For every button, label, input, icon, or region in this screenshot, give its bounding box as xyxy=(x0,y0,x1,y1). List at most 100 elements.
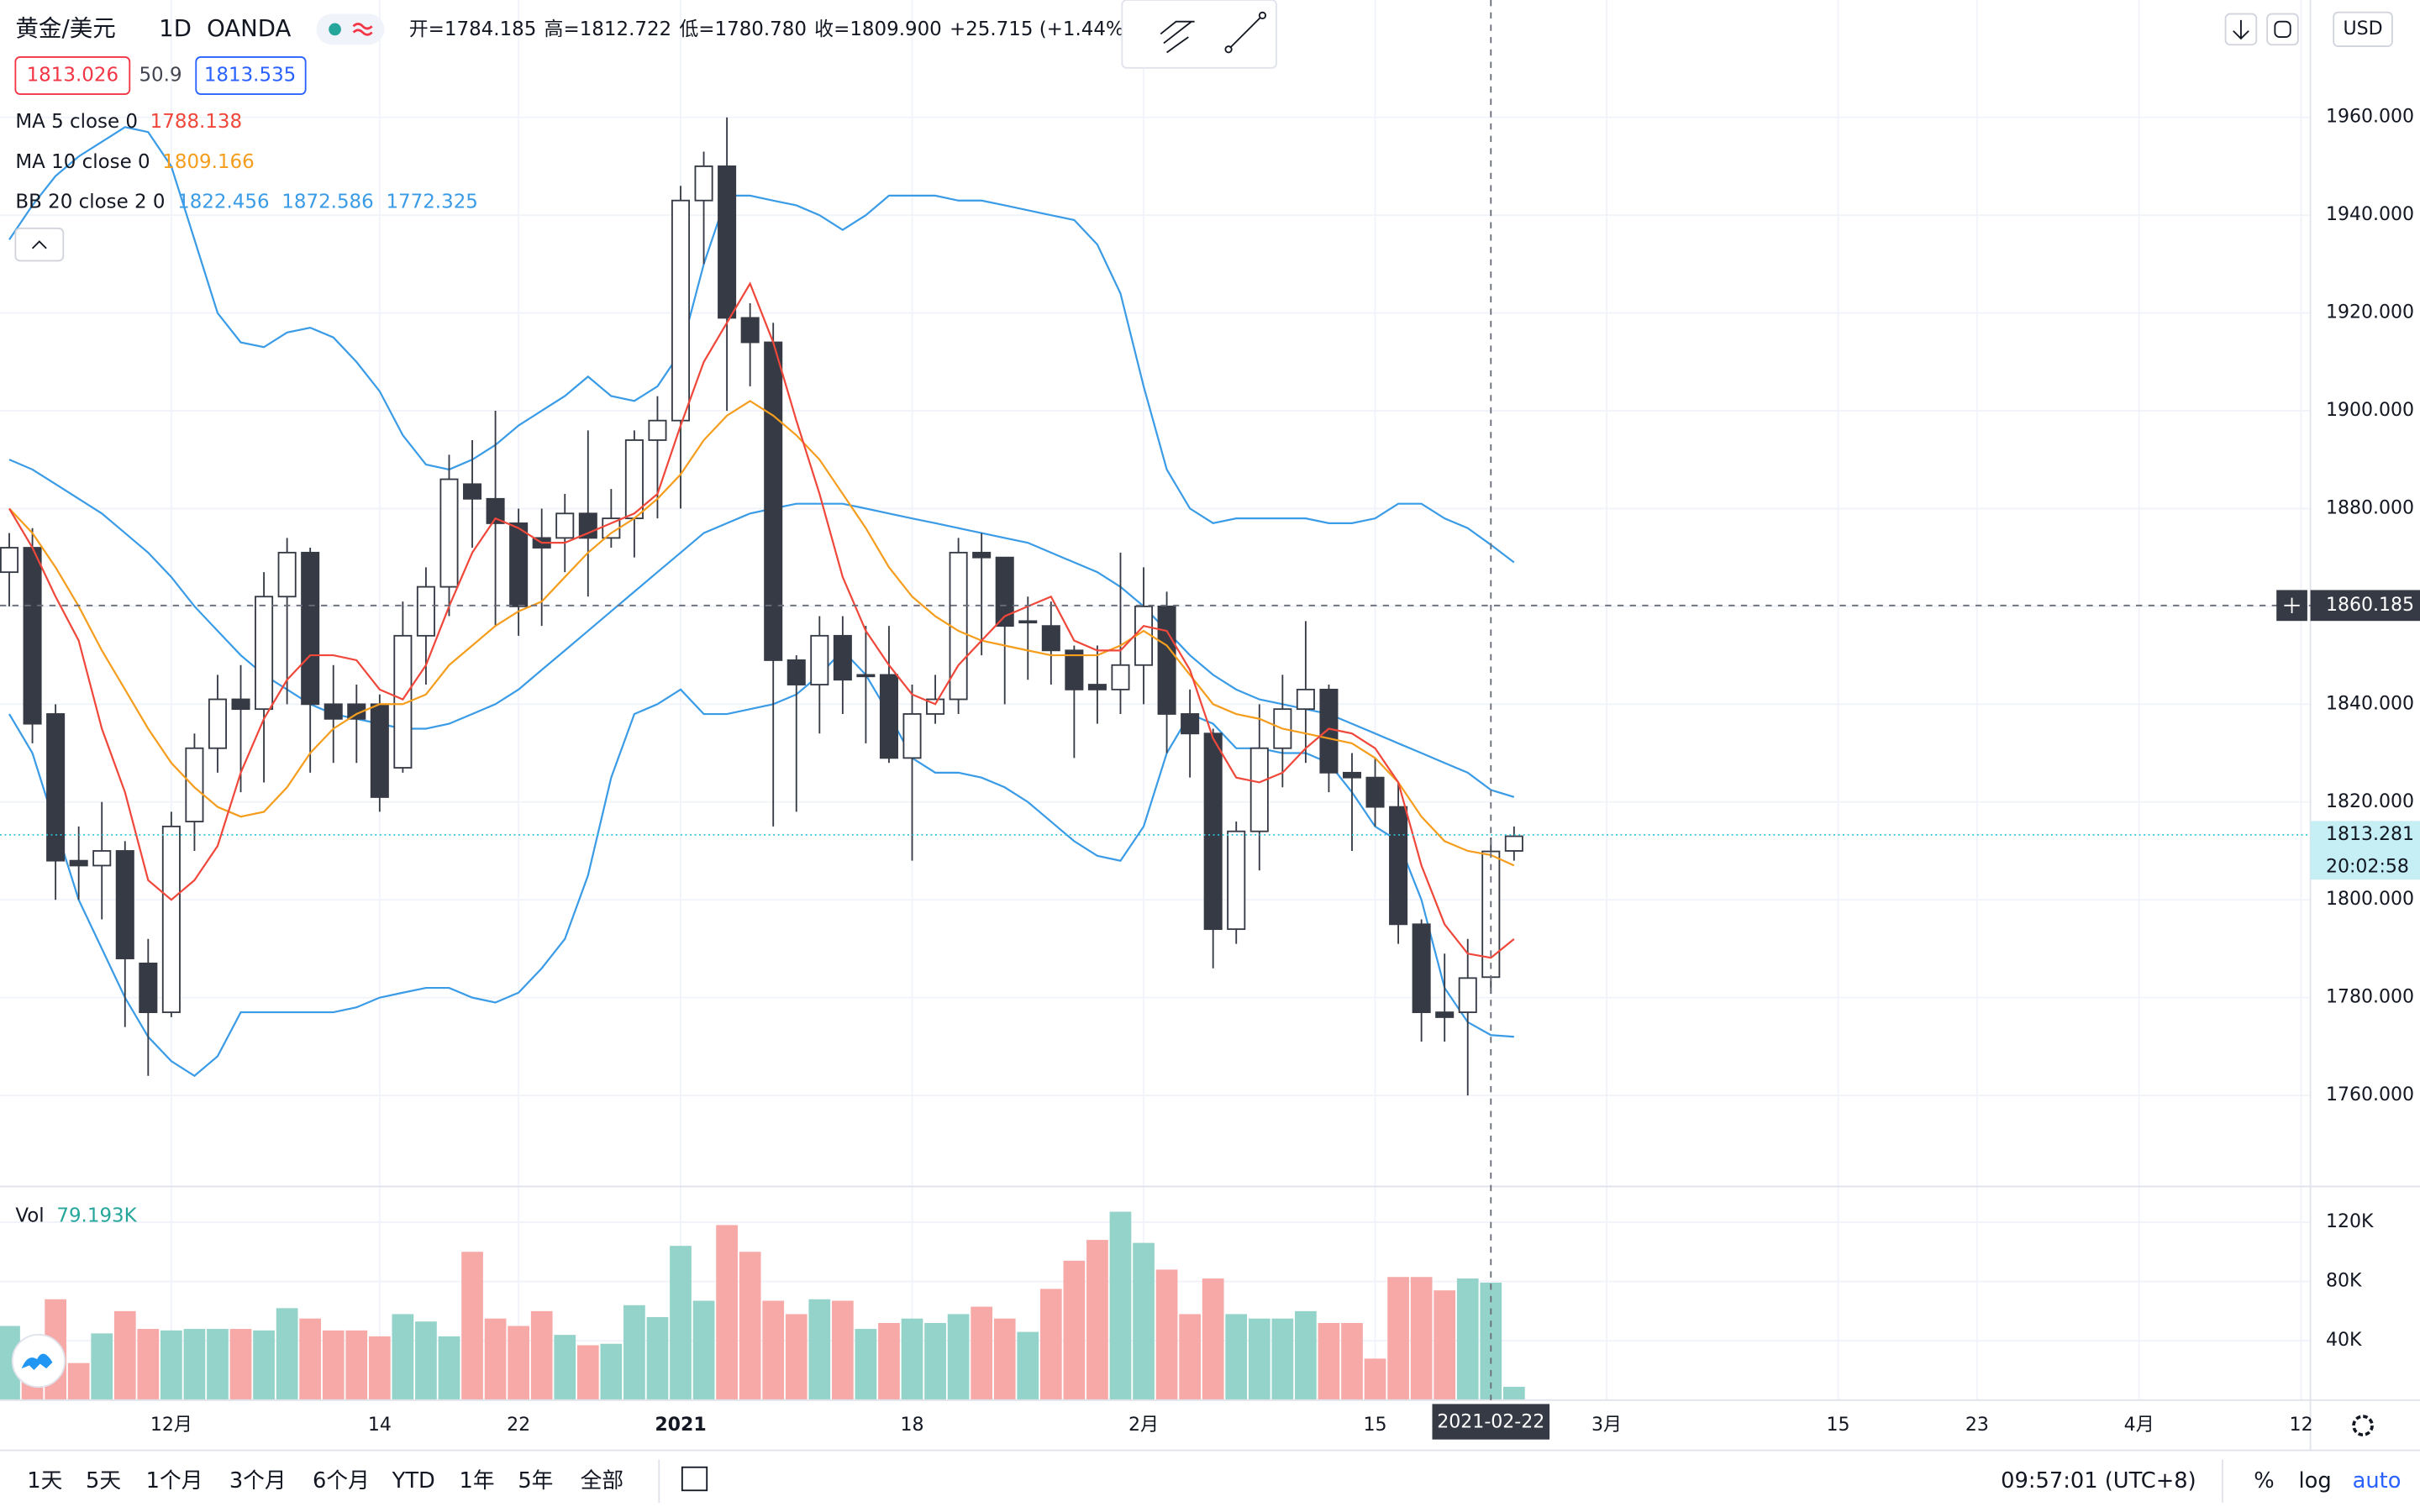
candle-body xyxy=(231,698,250,711)
y-tick-label: 1800.000 xyxy=(2326,889,2414,910)
crosshair-date-box xyxy=(1432,1404,1550,1440)
candle-body xyxy=(555,512,575,539)
volume-bar xyxy=(670,1246,692,1400)
ask-box[interactable] xyxy=(195,56,307,95)
range-button[interactable]: 1天 xyxy=(27,1468,62,1494)
volume-bar xyxy=(160,1330,182,1400)
scale-button[interactable]: auto xyxy=(2353,1468,2402,1494)
volume-bar xyxy=(1480,1282,1502,1400)
range-button[interactable]: 5年 xyxy=(518,1468,553,1494)
line-tool-icon[interactable] xyxy=(1228,14,1264,50)
volume-bar xyxy=(530,1310,553,1400)
volume-bar xyxy=(345,1330,368,1400)
date-range-icon[interactable] xyxy=(681,1466,708,1492)
symbol-title: 黄金/美元 xyxy=(15,15,115,42)
scale-button[interactable]: log xyxy=(2299,1468,2332,1494)
candle-body xyxy=(0,547,19,574)
range-button[interactable]: 5天 xyxy=(86,1468,121,1494)
volume-bar xyxy=(554,1335,576,1400)
candle-body xyxy=(69,859,88,867)
x-tick-label: 15 xyxy=(1364,1415,1387,1436)
legend-value: 1872.586 xyxy=(281,191,373,213)
volume-bar xyxy=(785,1314,808,1400)
volume-bar xyxy=(1086,1240,1108,1400)
legend-value: 1772.325 xyxy=(386,191,477,213)
y-tick-label: 1840.000 xyxy=(2326,693,2414,714)
volume-bar xyxy=(855,1329,877,1400)
ma10-line xyxy=(8,400,1515,867)
candle-body xyxy=(856,674,876,678)
candle-body xyxy=(694,165,713,202)
volume-bar xyxy=(1364,1358,1386,1400)
candle-body xyxy=(463,483,482,500)
refresh-button[interactable] xyxy=(2266,13,2299,46)
candle-body xyxy=(1134,605,1154,666)
volume-bar xyxy=(1387,1277,1409,1400)
bid: 1813.026 xyxy=(27,65,118,87)
range-button[interactable]: YTD xyxy=(392,1468,435,1494)
candle-body xyxy=(1458,977,1477,1014)
countdown: 20:02:58 xyxy=(2326,856,2409,877)
candle-body xyxy=(255,596,274,711)
candle-body xyxy=(1111,664,1130,690)
x-tick-label: 2021 xyxy=(655,1415,706,1436)
candle-body xyxy=(1504,835,1523,852)
volume-bar xyxy=(1179,1314,1201,1400)
currency-button[interactable] xyxy=(2333,11,2393,48)
volume-bar xyxy=(113,1310,136,1400)
low-value: 1780.780 xyxy=(715,18,807,39)
candle-body xyxy=(347,703,366,720)
candle-body xyxy=(139,962,158,1014)
candle-body xyxy=(23,547,42,725)
volume-tick-label: 120K xyxy=(2326,1211,2374,1232)
scale-button[interactable]: % xyxy=(2254,1468,2274,1494)
candle-body xyxy=(301,551,320,706)
volume-bar xyxy=(878,1323,900,1400)
volume-bar xyxy=(832,1300,854,1400)
range-button[interactable]: 1个月 xyxy=(146,1468,203,1494)
range-button[interactable]: 6个月 xyxy=(313,1468,370,1494)
settings-icon[interactable] xyxy=(2352,1415,2374,1436)
legend-name: Vol xyxy=(15,1205,44,1226)
status-icon xyxy=(352,23,373,36)
volume-bar xyxy=(299,1318,322,1400)
volume-bar xyxy=(461,1252,483,1400)
open-label: 开= xyxy=(409,18,445,39)
volume-bar xyxy=(1202,1278,1224,1400)
y-tick-label: 1960.000 xyxy=(2326,107,2414,128)
x-tick-label: 4月 xyxy=(2124,1415,2154,1436)
high-value: 1812.722 xyxy=(580,18,671,39)
candle-body xyxy=(1181,713,1200,735)
range-button[interactable]: 3个月 xyxy=(229,1468,287,1494)
candle-body xyxy=(1087,684,1107,690)
candle-body xyxy=(718,165,737,319)
range-button[interactable]: 1年 xyxy=(460,1468,495,1494)
candle-body xyxy=(486,497,505,524)
currency: USD xyxy=(2344,18,2383,39)
y-tick-label: 1780.000 xyxy=(2326,987,2414,1008)
volume-bar xyxy=(947,1314,970,1400)
clock[interactable]: 09:57:01 (UTC+8) xyxy=(2001,1468,2196,1494)
volume-bar xyxy=(1502,1386,1525,1400)
volume-bar xyxy=(484,1318,507,1400)
tool-icon[interactable] xyxy=(1160,20,1195,54)
market-status[interactable] xyxy=(316,13,385,45)
candle-body xyxy=(833,634,852,681)
bid-box[interactable] xyxy=(14,56,131,95)
collapse-button[interactable] xyxy=(14,227,65,262)
range-button[interactable]: 全部 xyxy=(581,1468,623,1494)
candle-body xyxy=(1342,771,1361,779)
plot xyxy=(0,117,2311,1400)
line-tool-handle xyxy=(1258,11,1267,19)
candle-body xyxy=(1296,688,1315,711)
volume-bar xyxy=(276,1308,298,1400)
legend-name: MA 10 close 0 xyxy=(15,150,150,172)
volume-bar xyxy=(1341,1323,1363,1400)
x-tick-label: 23 xyxy=(1965,1415,1989,1436)
candle-body xyxy=(902,713,922,759)
volume-bar xyxy=(415,1321,437,1400)
volume-bar xyxy=(1248,1318,1270,1400)
candle-body xyxy=(740,317,760,344)
volume-bar xyxy=(901,1318,923,1400)
